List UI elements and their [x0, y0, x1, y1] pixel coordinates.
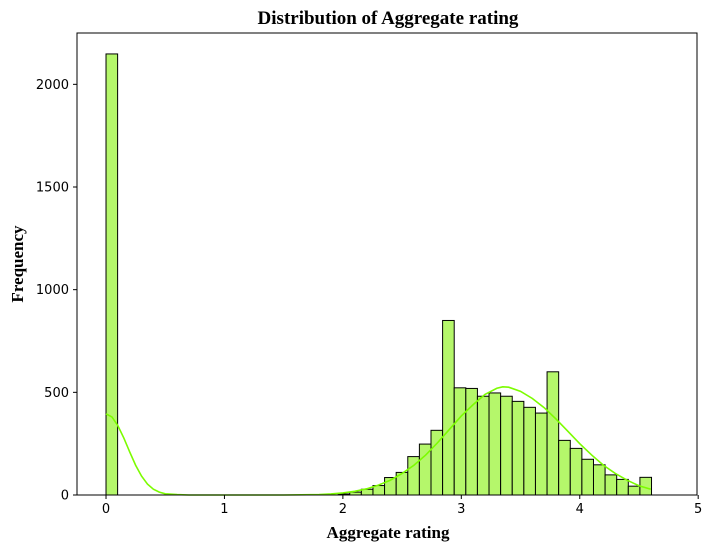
histogram-bar — [523, 406, 536, 496]
y-tick-label: 500 — [44, 386, 69, 401]
histogram-bar — [627, 485, 641, 496]
x-tick-label: 3 — [457, 502, 465, 517]
x-tick-label: 4 — [576, 502, 584, 517]
y-axis: 0 500 1000 1500 2000 — [36, 78, 77, 504]
histogram-bar — [500, 395, 513, 496]
histogram-bar — [546, 371, 560, 496]
histogram-bar — [592, 464, 606, 496]
histogram-bar — [569, 447, 583, 496]
histogram-bar — [476, 395, 490, 496]
x-axis: 0 1 2 3 4 5 — [102, 495, 702, 517]
histogram-bar — [465, 387, 478, 496]
x-tick-label: 1 — [220, 502, 228, 517]
y-tick-label: 0 — [61, 489, 69, 504]
plot-frame — [76, 32, 698, 496]
histogram-bar — [616, 478, 629, 496]
x-axis-label: Aggregate rating — [327, 523, 450, 542]
x-tick-label: 0 — [102, 502, 110, 517]
chart-title: Distribution of Aggregate rating — [258, 8, 519, 29]
histogram-bar — [581, 458, 594, 496]
x-tick-label: 5 — [694, 502, 702, 517]
bars-group — [105, 53, 653, 496]
y-tick-label: 1500 — [36, 181, 69, 196]
x-tick-label: 2 — [339, 502, 347, 517]
y-axis-label: Frequency — [8, 225, 27, 303]
y-tick-label: 1000 — [36, 283, 69, 298]
histogram-bar — [453, 387, 467, 496]
histogram-bar — [488, 392, 502, 496]
histogram-bar — [558, 439, 571, 496]
y-tick-label: 2000 — [36, 78, 69, 93]
histogram-bar — [534, 412, 548, 496]
histogram-bar — [511, 400, 525, 496]
histogram-bar — [604, 474, 618, 496]
kde-curve — [105, 385, 652, 496]
histogram-bar — [105, 53, 119, 496]
histogram-bar — [442, 319, 455, 496]
